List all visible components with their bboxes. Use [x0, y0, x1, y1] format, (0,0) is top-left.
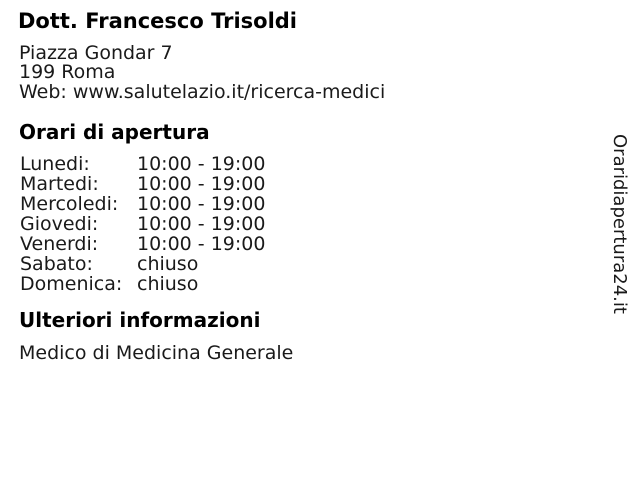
- website-line: Web: www.salutelazio.it/ricerca-medici: [19, 80, 386, 103]
- hours-value: 10:00 - 19:00: [137, 193, 266, 215]
- hours-value: 10:00 - 19:00: [137, 153, 266, 175]
- opening-hours-table: Lunedi: 10:00 - 19:00 Martedi: 10:00 - 19:…: [20, 154, 265, 294]
- address-line-1: Piazza Gondar 7: [19, 42, 173, 64]
- hours-value: chiuso: [137, 253, 199, 275]
- day-label: Mercoledi:: [20, 193, 119, 215]
- hours-value: 10:00 - 19:00: [137, 233, 266, 255]
- hours-row-friday: Venerdi: 10:00 - 19:00: [20, 234, 265, 254]
- day-label: Domenica:: [20, 273, 123, 295]
- day-label: Sabato:: [20, 253, 93, 275]
- day-label: Venerdi:: [20, 233, 99, 255]
- opening-hours-heading: Orari di apertura: [19, 120, 210, 144]
- watermark-vertical-text: Oraridiapertura24.it: [609, 134, 630, 314]
- hours-value: 10:00 - 19:00: [137, 173, 266, 195]
- hours-row-wednesday: Mercoledi: 10:00 - 19:00: [20, 194, 265, 214]
- additional-info-text: Medico di Medicina Generale: [19, 342, 294, 364]
- address-line-2: 199 Roma: [19, 61, 116, 84]
- additional-info-heading: Ulteriori informazioni: [19, 308, 261, 332]
- hours-row-sunday: Domenica: chiuso: [20, 274, 265, 294]
- hours-row-monday: Lunedi: 10:00 - 19:00: [20, 154, 265, 174]
- hours-value: chiuso: [137, 273, 199, 295]
- address-block: Piazza Gondar 7 199 Roma Web: www.salute…: [19, 42, 386, 103]
- day-label: Giovedi:: [20, 213, 99, 235]
- hours-value: 10:00 - 19:00: [137, 213, 266, 235]
- day-label: Lunedi:: [20, 153, 90, 175]
- hours-row-saturday: Sabato: chiuso: [20, 254, 265, 274]
- doctor-name: Dott. Francesco Trisoldi: [18, 9, 298, 33]
- hours-row-tuesday: Martedi: 10:00 - 19:00: [20, 174, 265, 194]
- day-label: Martedi:: [20, 173, 99, 195]
- hours-row-thursday: Giovedi: 10:00 - 19:00: [20, 214, 265, 234]
